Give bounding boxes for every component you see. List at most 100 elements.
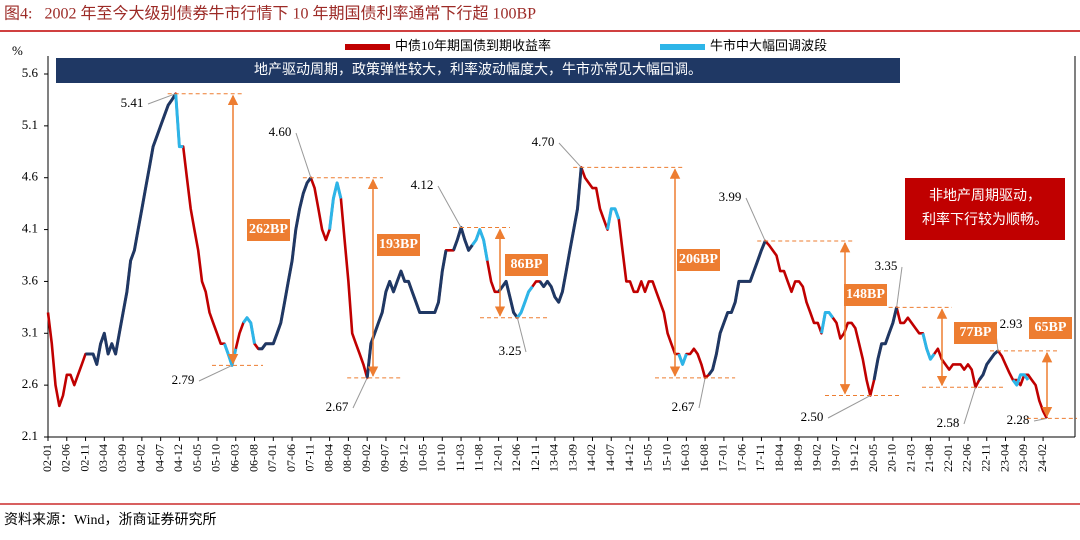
x-tick-label: 15-05 — [641, 444, 655, 472]
x-tick-label: 02-01 — [40, 444, 54, 472]
leader-line — [896, 266, 903, 308]
note-line: 非地产周期驱动， — [929, 188, 1041, 204]
x-tick-label: 20-05 — [866, 444, 880, 472]
x-tick-label: 07-06 — [284, 444, 298, 472]
series-line — [85, 92, 999, 381]
point-label: 2.28 — [1007, 412, 1030, 427]
y-tick-label: 5.1 — [22, 117, 38, 132]
y-tick-label: 3.6 — [22, 272, 39, 287]
x-tick-label: 17-11 — [753, 444, 767, 472]
x-tick-label: 22-06 — [960, 444, 974, 472]
drop-label: 193BP — [379, 237, 418, 252]
x-tick-label: 10-10 — [434, 444, 448, 472]
point-label: 2.50 — [801, 409, 824, 424]
point-label: 5.41 — [121, 95, 144, 110]
legend-label: 中债10年期国债到期收益率 — [395, 38, 551, 53]
x-tick-label: 12-01 — [490, 444, 504, 472]
drop-label: 86BP — [511, 257, 543, 272]
point-label: 4.60 — [269, 124, 292, 139]
x-tick-label: 14-02 — [584, 444, 598, 472]
source: 资料来源：Wind，浙商证券研究所 — [4, 512, 217, 528]
note-line: 利率下行较为顺畅。 — [922, 211, 1048, 228]
series-line — [174, 93, 1030, 387]
x-tick-label: 07-01 — [265, 444, 279, 472]
x-tick-label: 04-12 — [171, 444, 185, 472]
point-label: 2.67 — [326, 399, 349, 414]
y-tick-label: 5.6 — [22, 65, 39, 80]
y-tick-label: 2.6 — [22, 376, 39, 391]
x-tick-label: 09-12 — [396, 444, 410, 472]
drop-box — [505, 254, 548, 276]
x-tick-label: 08-04 — [321, 444, 335, 472]
x-tick-label: 04-07 — [152, 444, 166, 472]
x-tick-label: 21-03 — [903, 444, 917, 472]
x-tick-label: 09-02 — [359, 444, 373, 472]
x-tick-label: 15-10 — [659, 444, 673, 472]
leader-line — [198, 364, 233, 382]
x-tick-label: 22-11 — [979, 444, 993, 472]
x-tick-label: 20-10 — [885, 444, 899, 472]
y-tick-label: 3.1 — [22, 324, 38, 339]
x-tick-label: 12-06 — [509, 444, 523, 472]
x-tick-label: 18-04 — [772, 444, 786, 472]
leader-line — [745, 197, 766, 242]
point-label: 3.99 — [719, 189, 742, 204]
leader-line — [147, 93, 176, 105]
x-tick-label: 06-08 — [246, 444, 260, 472]
drop-label: 65BP — [1035, 320, 1067, 335]
point-label: 4.70 — [532, 134, 555, 149]
banner-text: 地产驱动周期，政策弹性较大，利率波动幅度大，牛市亦常见大幅回调。 — [254, 61, 702, 78]
y-tick-label: 4.1 — [22, 221, 38, 236]
leader-line — [698, 377, 706, 409]
leader-line — [352, 377, 368, 409]
x-tick-label: 17-06 — [734, 444, 748, 472]
chart-title: 图4: 2002 年至今大级别债券牛市行情下 10 年期国债利率通常下行超 10… — [4, 5, 536, 23]
leader-line — [558, 142, 582, 168]
x-tick-label: 19-02 — [810, 444, 824, 472]
point-label: 4.12 — [411, 177, 434, 192]
x-tick-label: 18-09 — [791, 444, 805, 472]
leader-line — [827, 395, 871, 419]
legend-label: 牛市中大幅回调波段 — [710, 38, 827, 53]
drop-box — [1029, 317, 1072, 339]
x-tick-label: 13-04 — [547, 444, 561, 472]
x-tick-label: 02-06 — [59, 444, 73, 472]
x-tick-label: 12-11 — [528, 444, 542, 472]
x-tick-label: 16-08 — [697, 444, 711, 472]
leader-line — [437, 185, 462, 228]
point-label: 2.67 — [672, 399, 695, 414]
x-tick-label: 02-11 — [77, 444, 91, 472]
x-tick-label: 07-11 — [303, 444, 317, 472]
y-tick-label: 2.1 — [22, 428, 38, 443]
drop-label: 206BP — [679, 252, 718, 267]
drop-box — [677, 249, 720, 271]
x-tick-label: 23-04 — [997, 444, 1011, 472]
drop-box — [844, 284, 887, 306]
x-tick-label: 23-09 — [1016, 444, 1030, 472]
x-tick-label: 05-05 — [190, 444, 204, 472]
x-tick-label: 19-07 — [828, 444, 842, 472]
banner-box — [56, 58, 900, 83]
x-tick-label: 11-08 — [472, 444, 486, 472]
x-tick-label: 14-12 — [622, 444, 636, 472]
x-tick-label: 16-03 — [678, 444, 692, 472]
x-tick-label: 03-04 — [96, 444, 110, 472]
drop-box — [954, 322, 997, 344]
point-label: 2.79 — [172, 372, 195, 387]
x-tick-label: 19-12 — [847, 444, 861, 472]
x-tick-label: 04-02 — [134, 444, 148, 472]
point-label: 2.93 — [1000, 316, 1023, 331]
x-tick-label: 11-03 — [453, 444, 467, 472]
x-tick-label: 22-01 — [941, 444, 955, 472]
x-tick-label: 17-01 — [716, 444, 730, 472]
point-label: 2.58 — [937, 415, 960, 430]
point-label: 3.25 — [499, 343, 522, 358]
drop-box — [377, 234, 420, 256]
x-tick-label: 14-07 — [603, 444, 617, 472]
leader-line — [516, 317, 527, 353]
note-box — [905, 178, 1065, 240]
leader-line — [963, 387, 976, 425]
y-tick-label: 4.6 — [22, 169, 39, 184]
drop-label: 262BP — [249, 222, 288, 237]
